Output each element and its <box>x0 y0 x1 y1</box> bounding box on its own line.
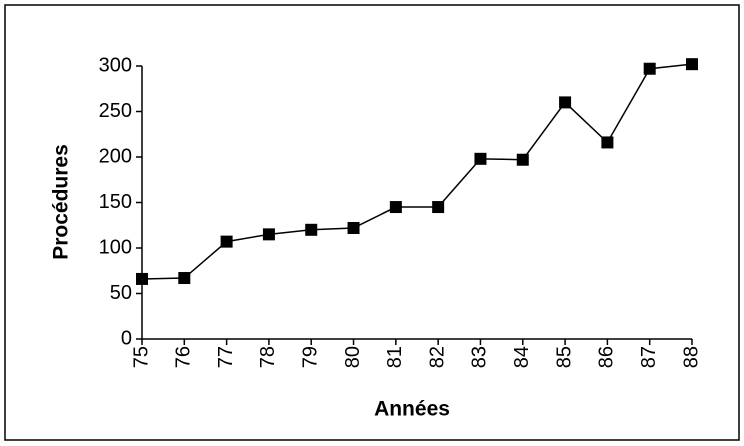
y-tick-label: 250 <box>99 100 132 122</box>
x-tick-label: 77 <box>215 346 237 368</box>
x-tick-label: 78 <box>257 346 279 368</box>
y-axis-title: Procédures <box>50 144 73 260</box>
point-marker <box>389 201 402 214</box>
y-tick-label: 50 <box>110 282 132 304</box>
point-marker <box>516 153 529 166</box>
point-marker <box>559 96 572 109</box>
x-tick-label: 75 <box>130 346 152 368</box>
frame <box>4 4 740 441</box>
x-tick-label: 86 <box>596 346 618 368</box>
point-marker <box>474 152 487 165</box>
x-tick-label: 79 <box>300 346 322 368</box>
y-tick-label: 0 <box>121 327 132 349</box>
x-axis-title: Années <box>374 398 450 421</box>
x-tick-label: 87 <box>638 346 660 368</box>
x-tick-label: 88 <box>680 346 702 368</box>
x-tick-label: 82 <box>426 346 448 368</box>
point-marker <box>643 62 656 75</box>
y-tick-label: 100 <box>99 236 132 258</box>
point-marker <box>262 228 275 241</box>
series-line <box>141 63 693 280</box>
y-tick-label: 150 <box>99 191 132 213</box>
point-marker <box>601 136 614 149</box>
y-tick-label: 300 <box>99 54 132 76</box>
x-tick-label: 84 <box>511 346 533 368</box>
x-tick-label: 81 <box>384 346 406 368</box>
point-marker <box>136 272 148 285</box>
point-marker <box>686 58 698 71</box>
point-marker <box>305 223 318 236</box>
y-tick-label: 200 <box>99 145 132 167</box>
point-marker <box>220 235 233 248</box>
x-tick-label: 76 <box>173 346 195 368</box>
point-marker <box>178 272 191 285</box>
x-tick-label: 85 <box>553 346 575 368</box>
x-tick-label: 83 <box>469 346 491 368</box>
point-marker <box>432 201 445 214</box>
x-tick-label: 80 <box>342 346 364 368</box>
point-marker <box>347 221 360 234</box>
